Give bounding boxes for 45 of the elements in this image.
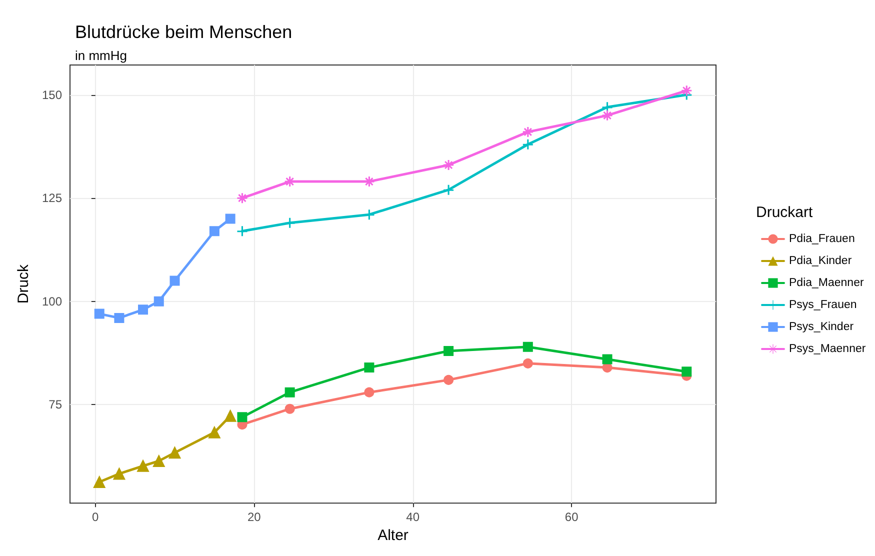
x-axis-title: Alter	[378, 527, 408, 544]
point	[444, 374, 454, 385]
point	[168, 446, 181, 459]
point	[364, 387, 374, 398]
point	[93, 476, 106, 488]
legend-title: Druckart	[756, 204, 814, 221]
point	[522, 342, 533, 352]
point	[152, 454, 165, 467]
y-tick-label: 125	[42, 191, 62, 206]
legend-label: Psys_Maenner	[789, 343, 866, 355]
legend-label: Pdia_Maenner	[789, 277, 864, 289]
point	[522, 358, 533, 368]
legend-label: Psys_Kinder	[789, 321, 854, 333]
point	[225, 214, 236, 224]
point	[209, 226, 220, 236]
y-tick-label: 100	[42, 294, 62, 308]
y-axis-title: Druck	[15, 264, 32, 304]
legend-label: Pdia_Kinder	[789, 255, 852, 267]
point	[237, 412, 248, 422]
point	[138, 304, 148, 315]
point	[444, 346, 454, 356]
x-tick-label: 0	[92, 510, 100, 524]
point	[444, 160, 454, 170]
x-tick-label: 40	[406, 510, 420, 524]
point	[113, 468, 126, 480]
point	[602, 354, 612, 364]
point	[284, 404, 295, 414]
y-tick-label: 150	[42, 88, 62, 102]
point	[364, 362, 374, 373]
point	[284, 387, 295, 398]
point	[114, 312, 124, 323]
x-tick-label: 60	[564, 510, 579, 524]
legend-label: Pdia_Frauen	[789, 233, 855, 245]
point	[208, 426, 220, 438]
point	[224, 410, 236, 422]
chart-subtitle: in mmHg	[75, 48, 128, 63]
point	[682, 366, 692, 377]
chart-title: Blutdrücke beim Menschen	[75, 22, 292, 42]
point	[137, 460, 150, 472]
legend-label: Psys_Frauen	[789, 299, 857, 311]
y-tick-label: 75	[48, 398, 62, 412]
point	[170, 276, 180, 286]
point	[154, 296, 164, 306]
point	[94, 308, 104, 319]
x-tick-label: 20	[247, 510, 262, 524]
